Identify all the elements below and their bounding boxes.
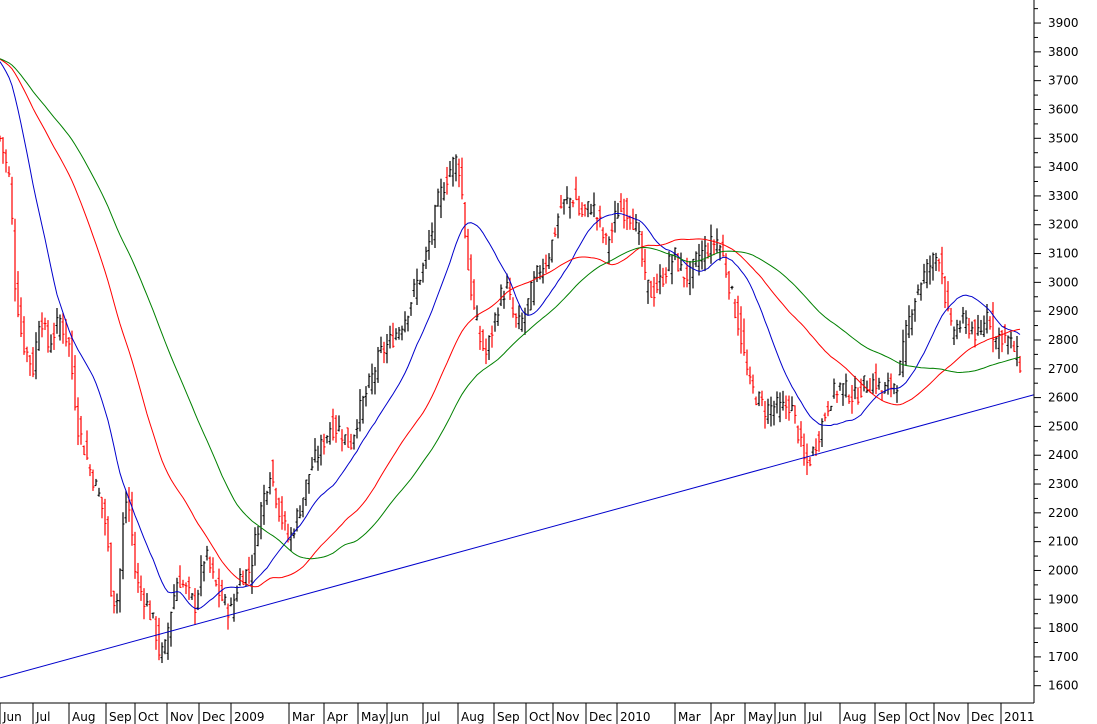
moving-average-line <box>0 58 1021 560</box>
x-tick-label: Sep <box>878 710 901 724</box>
x-tick-label: Oct <box>909 710 930 724</box>
y-tick-label: 3800 <box>1048 45 1079 59</box>
y-tick-label: 2300 <box>1048 477 1079 491</box>
y-tick-label: 2900 <box>1048 304 1079 318</box>
y-tick-label: 3700 <box>1048 74 1079 88</box>
support-trendline <box>0 394 1035 679</box>
y-tick-label: 2200 <box>1048 506 1079 520</box>
x-tick-label: 2009 <box>234 710 265 724</box>
moving-averages <box>0 58 1021 610</box>
moving-average-line <box>0 58 1021 588</box>
x-tick-label: 2011 <box>1004 710 1035 724</box>
x-tick-label: Jun <box>777 710 797 724</box>
y-tick-label: 3300 <box>1048 189 1079 203</box>
x-axis: Jun Jul Aug Sep Oct Nov Dec 2009 Mar Apr May Jun Jul… <box>0 703 1035 724</box>
x-tick-label: Sep <box>109 710 132 724</box>
x-tick-label: May <box>361 710 386 724</box>
moving-average-line <box>0 61 1021 610</box>
x-tick-label: Dec <box>971 710 994 724</box>
x-tick-label: Nov <box>937 710 960 724</box>
x-tick-label: Oct <box>529 710 550 724</box>
y-tick-label: 3400 <box>1048 160 1079 174</box>
x-tick-label: May <box>748 710 773 724</box>
y-tick-label: 2600 <box>1048 391 1079 405</box>
y-tick-label: 3500 <box>1048 131 1079 145</box>
y-tick-label: 1900 <box>1048 592 1079 606</box>
y-tick-label: 2800 <box>1048 333 1079 347</box>
y-tick-label: 1600 <box>1048 679 1079 693</box>
y-tick-label: 2000 <box>1048 563 1079 577</box>
y-tick-label: 2700 <box>1048 362 1079 376</box>
x-tick-label: Jul <box>807 710 822 724</box>
x-tick-label: Sep <box>497 710 520 724</box>
x-tick-label: Apr <box>327 710 348 724</box>
x-tick-label: Nov <box>556 710 579 724</box>
x-tick-label: 2010 <box>620 710 651 724</box>
x-tick-label: Dec <box>589 710 612 724</box>
y-tick-label: 3100 <box>1048 247 1079 261</box>
x-tick-label: Aug <box>461 710 484 724</box>
plot-background <box>0 0 1034 703</box>
x-tick-label: Jun <box>2 710 22 724</box>
x-tick-label: Mar <box>292 710 315 724</box>
y-tick-label: 1700 <box>1048 650 1079 664</box>
x-tick-label: Mar <box>678 710 701 724</box>
x-tick-label: Dec <box>202 710 225 724</box>
y-tick-label: 3000 <box>1048 275 1079 289</box>
price-bars <box>0 135 1022 664</box>
x-tick-label: Jul <box>35 710 50 724</box>
x-tick-label: Aug <box>843 710 866 724</box>
x-tick-label: Aug <box>72 710 95 724</box>
y-tick-label: 2100 <box>1048 535 1079 549</box>
x-tick-label: Apr <box>714 710 735 724</box>
trendline-layer <box>0 394 1035 679</box>
x-tick-label: Jul <box>425 710 440 724</box>
x-tick-label: Nov <box>170 710 193 724</box>
y-tick-label: 3900 <box>1048 16 1079 30</box>
y-tick-label: 2500 <box>1048 419 1079 433</box>
y-tick-label: 1800 <box>1048 621 1079 635</box>
y-tick-label: 3200 <box>1048 218 1079 232</box>
y-axis: 1600 1700 1800 1900 2000 2100 2200 2300 2400 2500… <box>1034 8 1079 693</box>
x-tick-label: Jun <box>389 710 409 724</box>
y-tick-label: 3600 <box>1048 102 1079 116</box>
y-tick-label: 2400 <box>1048 448 1079 462</box>
x-tick-label: Oct <box>138 710 159 724</box>
